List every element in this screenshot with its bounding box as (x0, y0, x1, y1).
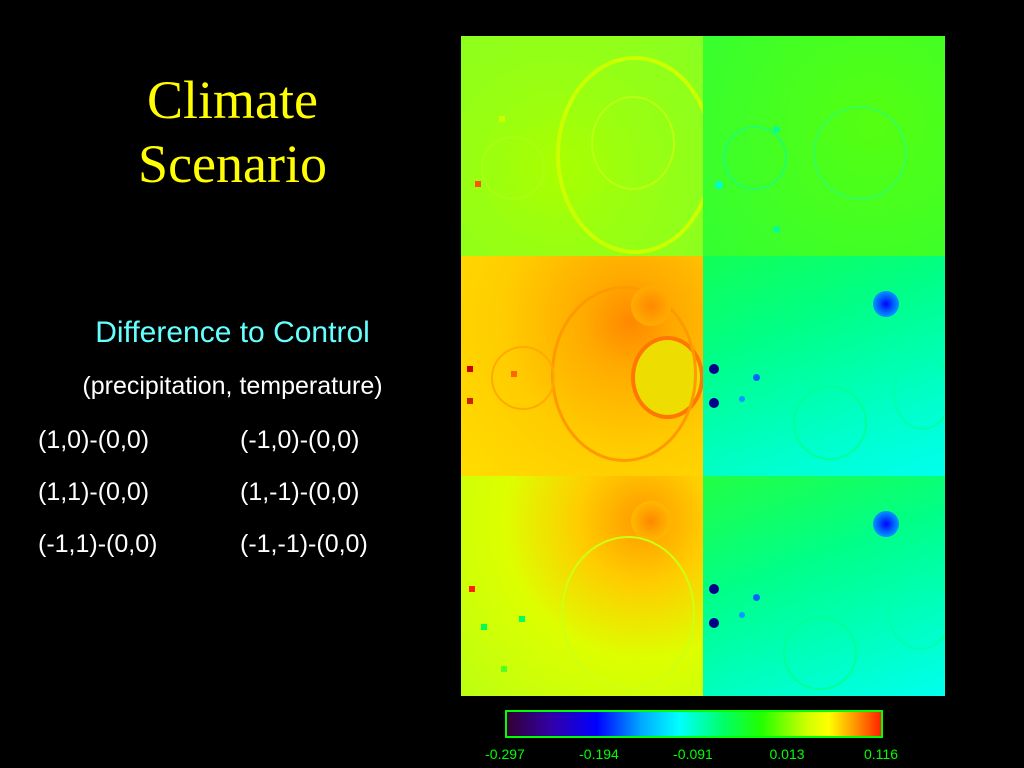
combo-right-2: (1,-1)-(0,0) (240, 478, 360, 506)
combo-right-3: (-1,-1)-(0,0) (240, 530, 368, 558)
panel-temp-neg1-neg1 (703, 476, 945, 696)
combo-left-2: (1,1)-(0,0) (38, 478, 150, 506)
subtitle: Difference to Control (95, 316, 370, 349)
slide-title: Climate Scenario (60, 68, 405, 196)
title-line-2: Scenario (138, 134, 327, 194)
colorbar-tick-3: -0.091 (673, 746, 713, 762)
colorbar-tick-4: 0.013 (769, 746, 805, 762)
panel-precip-neg1-1 (461, 476, 703, 696)
colorbar-tick-5: 0.116 (864, 746, 898, 762)
panel-precip-1-0 (461, 36, 703, 256)
colorbar-tick-2: -0.194 (579, 746, 619, 762)
panel-temp-neg1-0 (703, 36, 945, 256)
panel-precip-1-1 (461, 256, 703, 476)
subsubtitle: (precipitation, temperature) (82, 372, 383, 400)
combo-right-1: (-1,0)-(0,0) (240, 426, 360, 454)
map-grid (461, 36, 945, 696)
panel-temp-1-neg1 (703, 256, 945, 476)
combo-left-1: (1,0)-(0,0) (38, 426, 150, 454)
title-line-1: Climate (147, 70, 318, 130)
combo-left-3: (-1,1)-(0,0) (38, 530, 158, 558)
colorbar (505, 710, 883, 738)
colorbar-tick-1: -0.297 (485, 746, 525, 762)
